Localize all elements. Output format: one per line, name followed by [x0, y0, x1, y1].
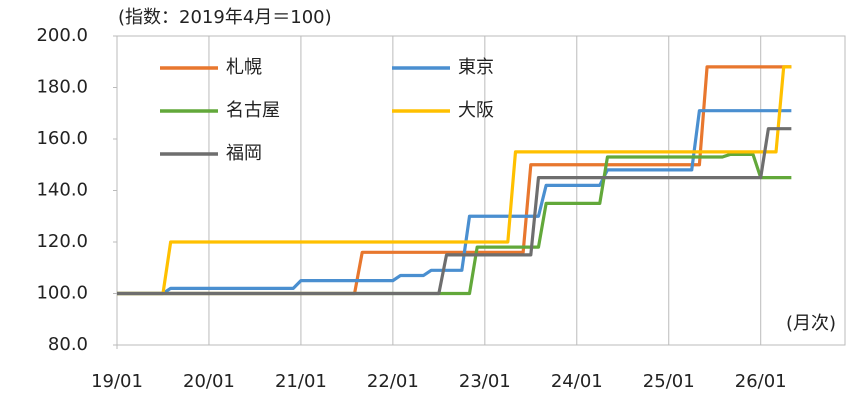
y-tick-label: 200.0: [36, 25, 88, 46]
line: [117, 65, 792, 296]
y-tick-label: 180.0: [36, 77, 88, 98]
x-tick-label: 26/01: [735, 371, 787, 392]
line: [117, 127, 792, 296]
y-tick-label: 120.0: [36, 231, 88, 252]
y-axis-note: (指数：2019年4月＝100): [118, 7, 332, 28]
x-tick-label: 25/01: [643, 371, 695, 392]
x-tick-label: 22/01: [367, 371, 419, 392]
legend-label: 名古屋: [226, 100, 280, 121]
x-tick-label: 21/01: [275, 371, 327, 392]
x-tick-label: 24/01: [551, 371, 603, 392]
y-tick-label: 160.0: [36, 128, 88, 149]
legend-label: 札幌: [226, 57, 262, 78]
line: [117, 65, 792, 296]
x-axis-note: (月次): [786, 313, 836, 334]
line: [117, 109, 792, 296]
y-tick-label: 140.0: [36, 180, 88, 201]
legend-label: 福岡: [226, 143, 262, 164]
x-tick-label: 19/01: [91, 371, 143, 392]
legend-label: 東京: [458, 57, 494, 78]
x-tick-label: 23/01: [459, 371, 511, 392]
x-tick-label: 20/01: [183, 371, 235, 392]
plot-frame: [116, 35, 846, 346]
y-tick-label: 100.0: [36, 283, 88, 304]
line: [117, 152, 792, 296]
y-tick-label: 80.0: [48, 334, 88, 355]
legend-label: 大阪: [458, 100, 494, 121]
